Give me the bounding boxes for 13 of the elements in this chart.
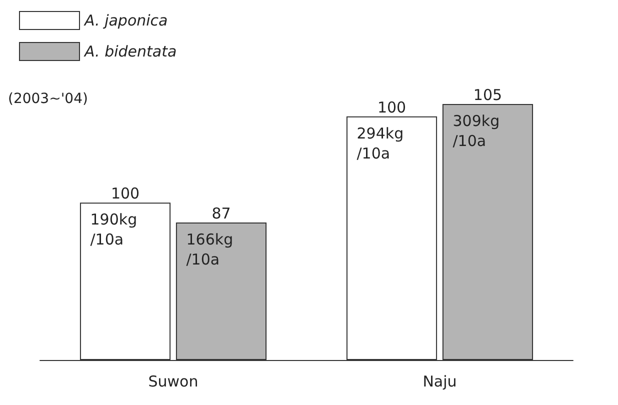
x-tick-label: Suwon — [148, 372, 198, 390]
annotation: 100 — [110, 184, 140, 203]
data-label: 190kg /10a — [90, 210, 138, 249]
annotation: 105 — [473, 86, 502, 104]
data-label: 309kg /10a — [452, 112, 500, 150]
annotation: 87 — [212, 204, 231, 222]
data-label: 166kg /10a — [186, 230, 234, 268]
x-tick-label: Naju — [422, 372, 457, 390]
annotation: 100 — [377, 98, 406, 116]
legend-label: A. japonica — [84, 12, 168, 30]
data-label: 294kg /10a — [356, 124, 404, 162]
legend-label: A. bidentata — [84, 42, 177, 60]
annotation: (2003~'04) — [8, 91, 88, 107]
